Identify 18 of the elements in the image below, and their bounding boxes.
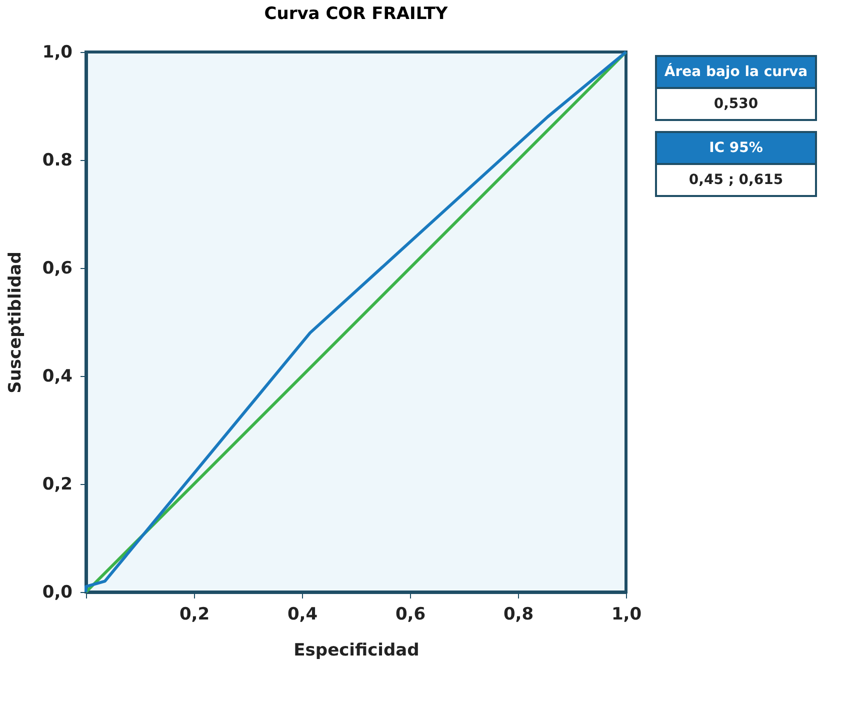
y-axis-title: Susceptiblidad: [5, 252, 26, 394]
chart-title: Curva COR FRAILTY: [264, 4, 448, 24]
text: Área bajo la curva: [664, 63, 808, 80]
text: 0,45 ; 0,615: [688, 172, 784, 188]
y-tick-label: 0.8: [42, 150, 72, 170]
x-axis-title: Especificidad: [294, 640, 420, 660]
text: IC 95%: [709, 140, 763, 156]
x-tick-label: 0,8: [503, 604, 534, 624]
x-tick-label: 0,2: [179, 604, 210, 624]
y-tick-label: 0,2: [42, 474, 72, 494]
text: 0,530: [714, 96, 758, 112]
y-tick-label: 0,0: [42, 582, 73, 602]
x-tick-label: 0,6: [395, 604, 426, 624]
x-tick-label: 1,0: [611, 604, 642, 624]
y-tick-label: 1,0: [42, 42, 73, 62]
y-tick-label: 0,4: [42, 366, 73, 386]
y-tick-label: 0,6: [42, 258, 72, 278]
x-tick-label: 0,4: [287, 604, 318, 624]
